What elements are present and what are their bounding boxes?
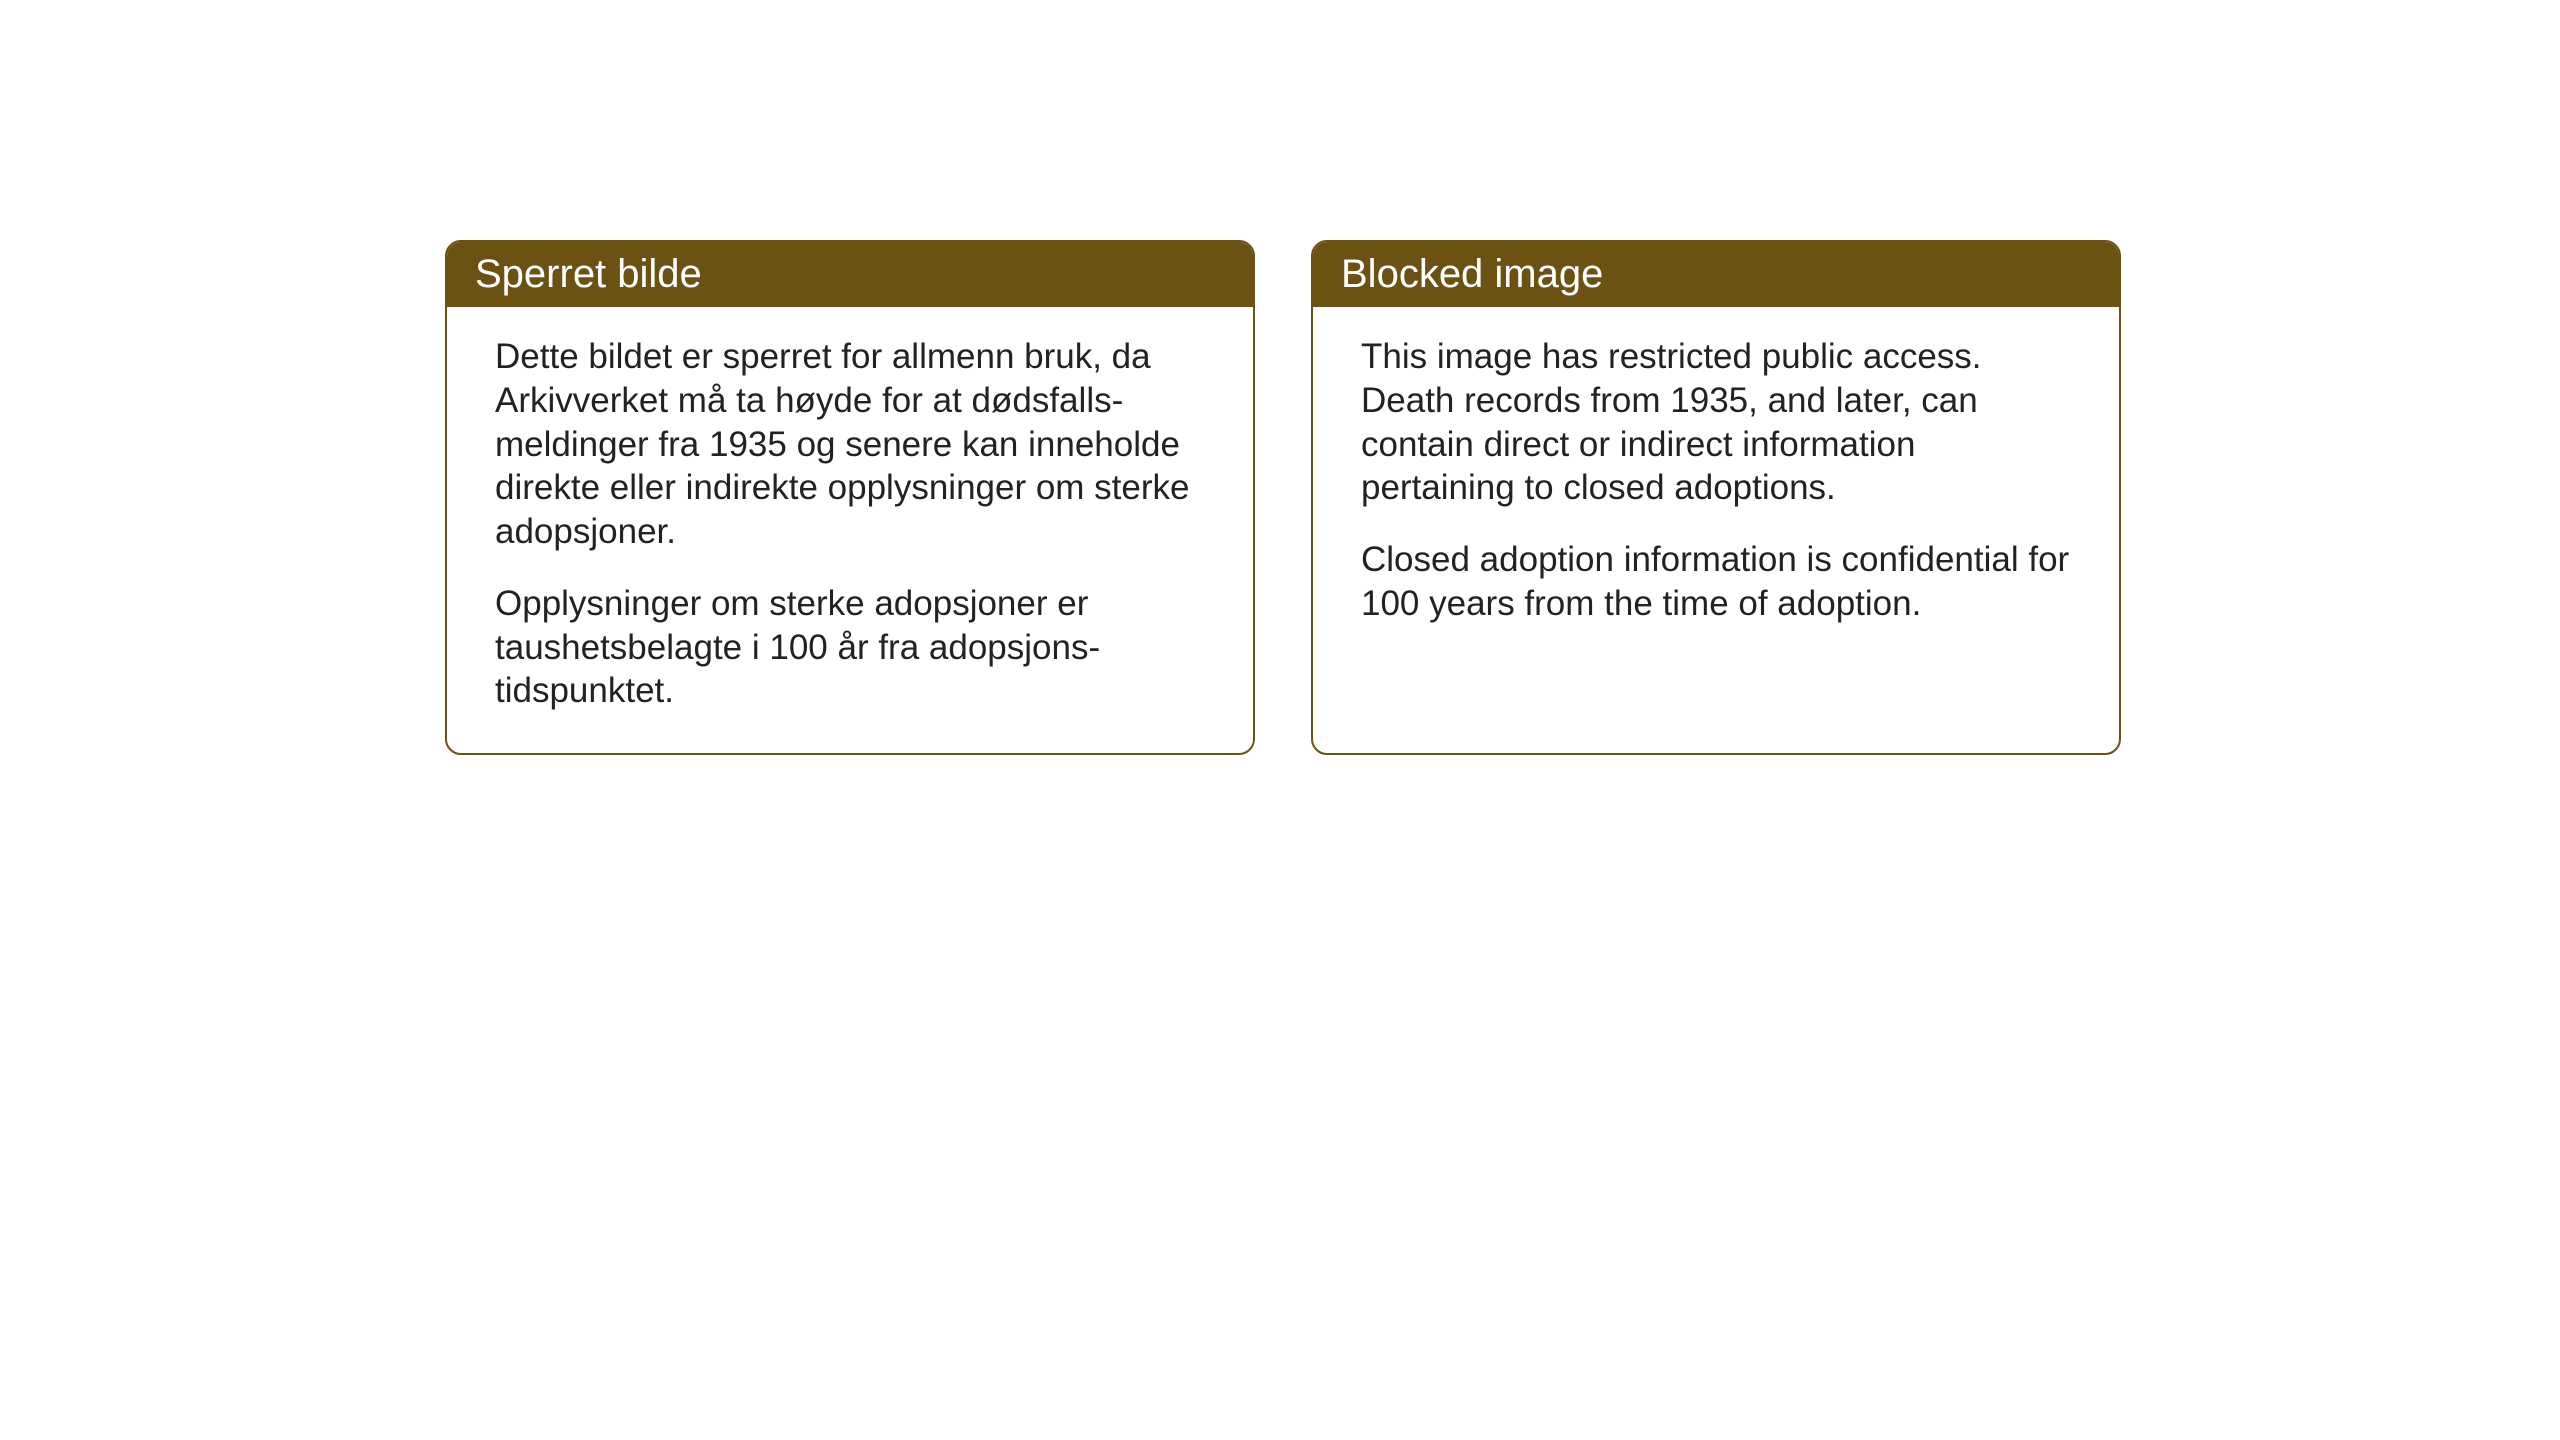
card-paragraph-english-1: This image has restricted public access.… [1361, 335, 2071, 510]
card-body-norwegian: Dette bildet er sperret for allmenn bruk… [447, 307, 1253, 753]
card-header-english: Blocked image [1313, 242, 2119, 307]
card-english: Blocked image This image has restricted … [1311, 240, 2121, 755]
card-paragraph-english-2: Closed adoption information is confident… [1361, 538, 2071, 626]
card-paragraph-norwegian-1: Dette bildet er sperret for allmenn bruk… [495, 335, 1205, 554]
cards-container: Sperret bilde Dette bildet er sperret fo… [445, 240, 2121, 755]
card-title-norwegian: Sperret bilde [475, 252, 702, 296]
card-header-norwegian: Sperret bilde [447, 242, 1253, 307]
card-norwegian: Sperret bilde Dette bildet er sperret fo… [445, 240, 1255, 755]
card-title-english: Blocked image [1341, 252, 1603, 296]
card-body-english: This image has restricted public access.… [1313, 307, 2119, 666]
card-paragraph-norwegian-2: Opplysninger om sterke adopsjoner er tau… [495, 582, 1205, 713]
